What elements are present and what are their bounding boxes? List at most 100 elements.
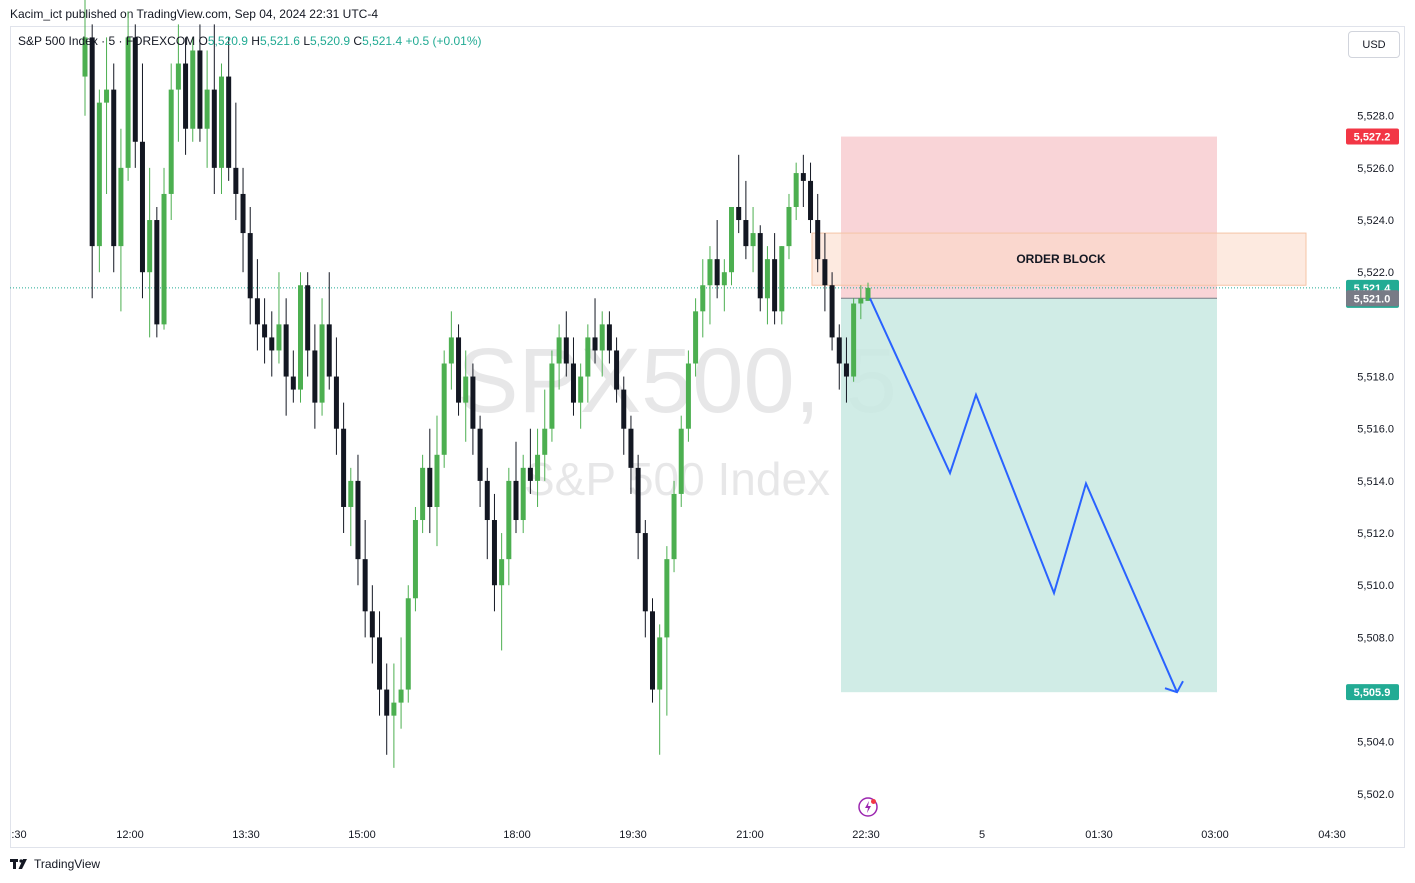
candle-body (226, 76, 232, 168)
candle-body (470, 376, 476, 429)
candle-body (592, 337, 598, 351)
candle-body (800, 173, 806, 181)
open-value: 5,520.9 (207, 34, 248, 48)
candle-body (542, 428, 548, 455)
candle-body (348, 480, 354, 507)
close-value: 5,521.4 (362, 34, 403, 48)
candle-body (499, 559, 505, 586)
candle-body (606, 324, 612, 351)
candle-body (563, 337, 569, 364)
candle-body (197, 50, 203, 129)
candle-body (678, 428, 684, 494)
candle-body (89, 37, 95, 247)
y-tick-label: 5,524.0 (1357, 215, 1394, 227)
candle-body (865, 287, 871, 301)
chart-frame (10, 26, 1405, 848)
candle-body (527, 467, 533, 481)
candle-body (125, 37, 131, 168)
candle-body (111, 89, 117, 247)
candle-body (822, 259, 828, 286)
candle-body (283, 324, 289, 377)
candle-body (463, 376, 469, 403)
candle-body (269, 337, 275, 351)
x-tick-label: 12:00 (116, 829, 144, 841)
y-tick-label: 5,514.0 (1357, 476, 1394, 488)
candle-body (412, 520, 418, 599)
candle-body (218, 76, 224, 168)
candle-body (434, 454, 440, 507)
candle-body (535, 454, 541, 481)
candle-body (599, 324, 605, 351)
x-tick-label: 01:30 (1085, 829, 1113, 841)
candle-body (355, 480, 361, 560)
candle-body (671, 493, 677, 560)
candle-body (312, 350, 318, 403)
symbol-label[interactable]: S&P 500 Index · 5 · FOREXCOM (18, 34, 196, 48)
candle-body (621, 389, 627, 429)
candle-body (657, 637, 663, 690)
y-tick-label: 5,502.0 (1357, 789, 1394, 801)
change-value: +0.5 (+0.01%) (405, 34, 482, 48)
high-label: H (251, 34, 260, 48)
currency-button[interactable]: USD (1348, 31, 1400, 58)
x-tick-label: 03:00 (1201, 829, 1229, 841)
candle-body (262, 324, 268, 338)
candle-body (82, 37, 88, 77)
candle-body (700, 285, 706, 312)
candle-body (570, 363, 576, 403)
candle-body (254, 298, 260, 325)
candle-body (377, 637, 383, 690)
open-label: O (198, 34, 208, 48)
candle-body (118, 167, 124, 247)
candle-body (743, 220, 749, 247)
candle-body (276, 324, 282, 351)
candle-body (104, 89, 110, 103)
footer-brand[interactable]: TradingView (10, 857, 100, 871)
candle-body (635, 467, 641, 534)
price-tag (1346, 128, 1399, 145)
candle-body (132, 37, 138, 142)
candle-body (211, 89, 217, 168)
candle-body (549, 363, 555, 429)
candle-body (96, 102, 102, 247)
candle-body (757, 233, 763, 299)
candle-body (836, 337, 842, 364)
close-label: C (353, 34, 363, 48)
candle-body (614, 350, 620, 390)
candle-body (384, 689, 390, 716)
order-block-label: ORDER BLOCK (1016, 252, 1106, 266)
candle-body (326, 324, 332, 377)
candle-body (190, 50, 196, 129)
candle-body (161, 193, 167, 325)
candle-body (506, 480, 512, 560)
candle-body (808, 180, 814, 221)
candle-body (858, 298, 864, 304)
candle-body (729, 206, 735, 273)
candle-body (147, 220, 153, 273)
candle-body (305, 285, 311, 351)
price-tag-label: 5,505.9 (1354, 687, 1391, 699)
candle-body (750, 233, 756, 247)
candle-body (477, 428, 483, 481)
watermark-ticker: SPX500, 5 (457, 330, 897, 432)
order-block-zone (811, 232, 1307, 286)
candle-body (556, 337, 562, 364)
y-tick-label: 5,518.0 (1357, 372, 1394, 384)
candle-body (764, 259, 770, 299)
candle-body (786, 206, 792, 247)
candle-body (441, 363, 447, 455)
candle-body (693, 311, 699, 364)
flash-icon[interactable] (857, 796, 879, 818)
candle-body (427, 467, 433, 507)
candle-body (484, 480, 490, 521)
candle-body (391, 702, 397, 716)
candle-body (664, 559, 670, 638)
x-tick-label: 13:30 (232, 829, 260, 841)
price-tag (1346, 684, 1399, 701)
candle-body (369, 611, 375, 638)
candle-body (139, 141, 145, 273)
candle-body (398, 689, 404, 703)
candle-body (341, 428, 347, 507)
y-tick-label: 5,510.0 (1357, 580, 1394, 592)
